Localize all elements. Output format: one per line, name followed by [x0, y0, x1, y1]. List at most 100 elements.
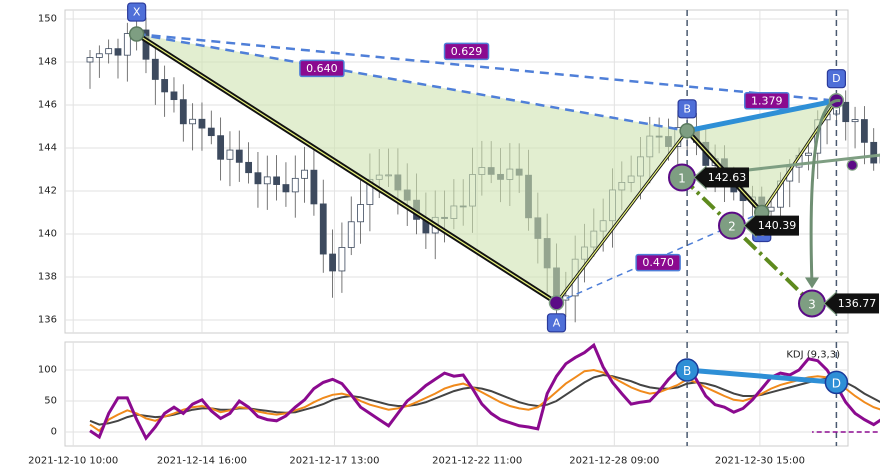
- candle-body-up: [263, 176, 271, 185]
- xab-triangle: [136, 34, 688, 303]
- indicator-point-label: D: [832, 376, 841, 390]
- indicator-tick-label: 0: [51, 427, 57, 438]
- bcd-triangle: [687, 100, 837, 213]
- x-tick-label: 2021-12-22 11:00: [432, 456, 522, 467]
- curved-projection-arrow: [809, 99, 841, 286]
- x-tick-label: 2021-12-10 10:00: [28, 456, 118, 467]
- candle: [189, 103, 197, 151]
- candle: [105, 39, 113, 64]
- candle: [217, 117, 225, 181]
- ratio-box: [744, 92, 790, 110]
- kdj-k-line: [89, 368, 880, 433]
- target-number: 3: [808, 297, 816, 311]
- candle-body-down: [235, 149, 243, 163]
- point-label-box: [127, 2, 147, 22]
- y-tick-label: 142: [38, 186, 57, 197]
- candle-body-down: [217, 135, 225, 160]
- x-tick-label: 2021-12-28 09:00: [569, 456, 659, 467]
- xd-ratio-line: [136, 32, 837, 102]
- candle: [347, 196, 355, 256]
- candle: [338, 222, 346, 293]
- x-tick-label: 2021-12-14 16:00: [157, 456, 247, 467]
- target-value-box: [755, 215, 799, 236]
- candle: [254, 152, 262, 208]
- candle-body-up: [291, 177, 299, 193]
- y-tick-label: 136: [38, 315, 57, 326]
- indicator-tick-label: 50: [44, 396, 57, 407]
- point-marker-b: [679, 123, 695, 139]
- candle: [851, 106, 859, 149]
- candle-body-up: [189, 118, 197, 125]
- target-value: 142.63: [708, 171, 747, 184]
- candle-body-up: [123, 33, 131, 56]
- indicator-point-label: B: [683, 364, 691, 378]
- y-tick-label: 150: [38, 14, 57, 25]
- candle-body-down: [179, 99, 187, 125]
- candle: [86, 49, 94, 89]
- ratio-label: 0.640: [306, 62, 338, 75]
- candle: [310, 146, 318, 216]
- candle-body-down: [329, 253, 336, 272]
- bd-ratio-line: [686, 98, 837, 134]
- candle: [245, 142, 253, 184]
- y-tick-label: 148: [38, 57, 57, 68]
- point-marker-x: [128, 26, 145, 42]
- candle: [319, 179, 327, 273]
- leg-CD-core: [761, 100, 837, 213]
- candle: [805, 144, 812, 171]
- leg-XA-core: [136, 33, 557, 304]
- candle-body-down: [319, 203, 327, 255]
- point-marker-a: [548, 295, 565, 311]
- candle-body-up: [851, 119, 859, 123]
- candle-body-up: [105, 48, 113, 55]
- leg-AB-core: [556, 130, 688, 304]
- ratio-box: [299, 59, 345, 78]
- candle-body-down: [870, 141, 878, 164]
- point-label-box: [826, 69, 847, 89]
- candle-body-down: [842, 101, 850, 123]
- candle: [842, 90, 850, 141]
- candle-body-up: [347, 221, 355, 248]
- candle-body-up: [338, 247, 346, 272]
- candle-body-up: [226, 149, 234, 160]
- candle-body-down: [151, 58, 159, 80]
- candle-body-down: [114, 48, 122, 56]
- indicator-point-d: [824, 370, 849, 395]
- point-label-d: D: [832, 72, 840, 85]
- indicator-name: KDJ (9,3,3): [786, 350, 840, 361]
- indicator-tick-label: 100: [38, 365, 57, 376]
- target-value-box: [705, 167, 749, 188]
- point-label-a: A: [553, 316, 561, 329]
- ratio-box: [635, 253, 681, 272]
- indicator-bd-line: [686, 367, 837, 385]
- y-tick-label: 146: [38, 100, 57, 111]
- kdj-j-line: [89, 342, 880, 441]
- candle-body-up: [301, 169, 308, 179]
- candle-body-down: [245, 161, 253, 174]
- ratio-box: [443, 42, 490, 61]
- ratio-label: 1.379: [751, 94, 783, 107]
- point-label-x: X: [133, 6, 141, 19]
- candle-body-down: [170, 91, 178, 101]
- candle-body-up: [95, 53, 103, 58]
- y-tick-label: 144: [38, 143, 57, 154]
- curved-arrow-head: [805, 277, 819, 289]
- candle: [179, 84, 187, 142]
- projection-leg-2: [680, 176, 814, 305]
- indicator-point-b: [675, 358, 699, 382]
- candle: [207, 110, 215, 145]
- candle: [95, 45, 103, 78]
- candle: [273, 155, 281, 201]
- x-tick-label: 2021-12-30 15:00: [715, 456, 805, 467]
- point-label-b: B: [683, 102, 691, 115]
- target-number: 2: [728, 220, 736, 234]
- ratio-label: 0.629: [451, 45, 483, 58]
- candle: [123, 22, 131, 82]
- candle-body-down: [860, 119, 868, 143]
- candle-body-up: [805, 152, 812, 156]
- candle: [151, 46, 159, 105]
- candle-body-up: [86, 57, 94, 63]
- candle: [161, 65, 169, 117]
- target-value-box: [835, 293, 879, 314]
